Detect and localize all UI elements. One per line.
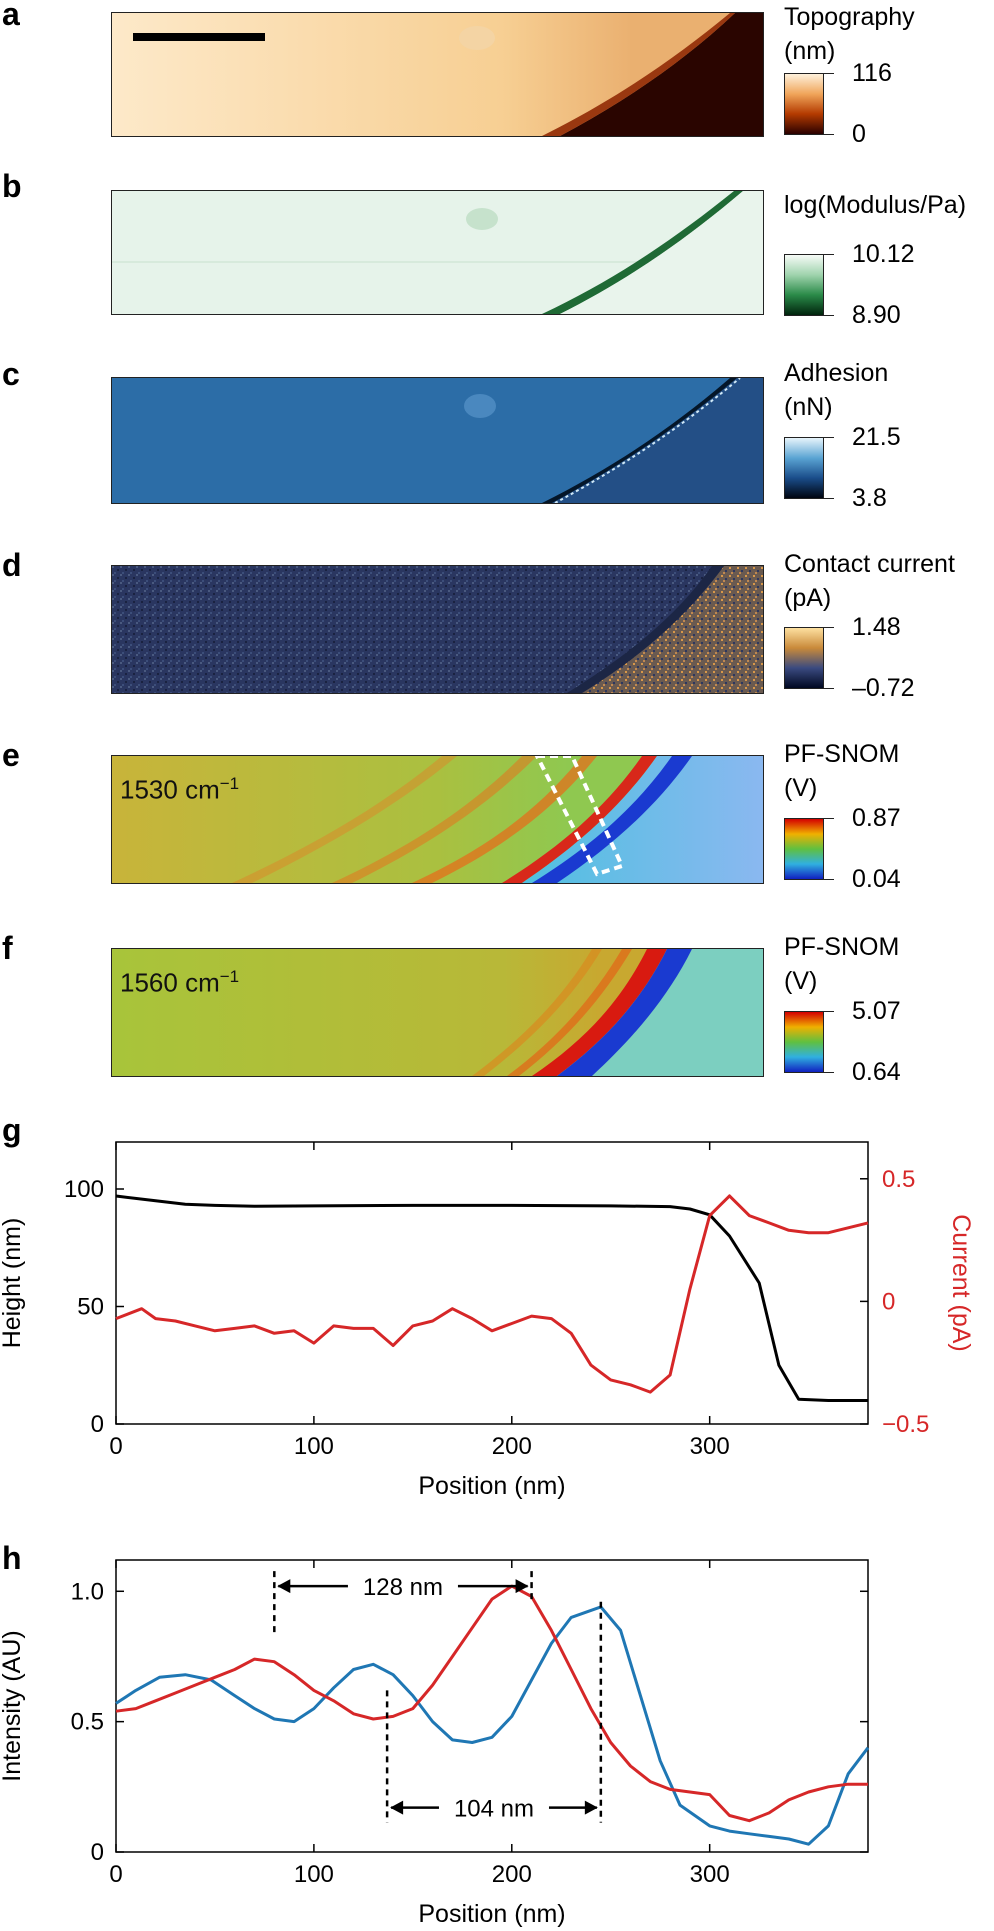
x-tick-label: 0	[109, 1433, 122, 1460]
y-tick-label: 100	[64, 1176, 104, 1203]
modulus-map	[111, 190, 764, 315]
topography-min: 0	[852, 120, 866, 148]
annotation-arrowhead-right	[584, 1800, 598, 1815]
current-max: 1.48	[852, 613, 901, 641]
y2-axis-label: Current (pA)	[947, 1214, 975, 1352]
y2-tick-label: −0.5	[882, 1411, 929, 1438]
series-line-height	[115, 1194, 868, 1402]
wavenumber-label-e: 1530 cm−1	[120, 774, 240, 805]
y-tick-label: 0	[91, 1839, 104, 1866]
tick-max-d	[822, 627, 834, 628]
adhesion-colorbar	[784, 437, 824, 499]
pfsnom-e-min: 0.04	[852, 865, 901, 893]
tick-min-a	[822, 134, 834, 135]
height-current-chart: 0 100 200 300 0 50 100 −0.5 0 0.5 Current (pA) Posi…	[0, 1141, 975, 1500]
pfsnom-e-colorbar	[784, 818, 824, 880]
pfsnom-f-min: 0.64	[852, 1058, 901, 1086]
topography-title-line1: Topography	[784, 3, 915, 31]
adhesion-map	[111, 377, 764, 504]
y-axis-label: Intensity (AU)	[0, 1630, 26, 1781]
y2-tick-label: 0.5	[882, 1166, 915, 1193]
panel-letter-e: e	[2, 737, 20, 773]
current-min: –0.72	[852, 674, 915, 702]
pfsnom-f-title-line2: (V)	[784, 967, 818, 995]
pfsnom-e-title-line2: (V)	[784, 774, 818, 802]
plot-frame	[115, 1559, 869, 1853]
adhesion-title-line2: (nN)	[784, 393, 833, 421]
pfsnom-e-title-line1: PF-SNOM	[784, 740, 900, 768]
current-title-line2: (pA)	[784, 584, 832, 612]
current-colorbar	[784, 627, 824, 689]
pfsnom-1530-map: 1530 cm−1	[111, 755, 764, 884]
y-tick-label: 50	[77, 1294, 104, 1321]
annotation-arrowhead-left	[277, 1579, 291, 1594]
annotation-label: 128 nm	[363, 1574, 443, 1601]
y-tick-label: 0.5	[71, 1709, 104, 1736]
y2-tick-label: 0	[882, 1288, 895, 1315]
y-axis-label: Height (nm)	[0, 1218, 26, 1349]
pfsnom-e-max: 0.87	[852, 804, 901, 832]
modulus-min: 8.90	[852, 301, 901, 329]
tick-max-e	[822, 818, 834, 819]
pfsnom-f-colorbar	[784, 1011, 824, 1073]
x-axis-label: Position (nm)	[418, 1472, 565, 1500]
scale-bar	[133, 33, 265, 41]
modulus-title: log(Modulus/Pa)	[784, 191, 967, 219]
adhesion-min: 3.8	[852, 484, 887, 512]
panel-letter-h: h	[2, 1540, 22, 1576]
topography-max: 116	[852, 59, 892, 87]
tick-max-f	[822, 1011, 834, 1012]
tick-min-b	[822, 315, 834, 316]
tick-min-f	[822, 1072, 834, 1073]
series-line-1530-cm-1	[115, 1605, 870, 1846]
wavenumber-label-f: 1560 cm−1	[120, 967, 240, 998]
x-tick-label: 100	[294, 1433, 334, 1460]
tick-min-d	[822, 688, 834, 689]
tick-min-c	[822, 498, 834, 499]
tick-max-b	[822, 254, 834, 255]
modulus-max: 10.12	[852, 240, 915, 268]
y-tick-label: 1.0	[71, 1578, 104, 1605]
series-line-1560-cm-1	[115, 1584, 868, 1823]
modulus-colorbar	[784, 254, 824, 316]
panel-letter-d: d	[2, 547, 22, 583]
current-map	[111, 565, 764, 694]
annotation-arrowhead-right	[515, 1579, 529, 1594]
x-tick-label: 300	[690, 1433, 730, 1460]
panel-letter-f: f	[2, 930, 13, 966]
x-tick-label: 300	[690, 1861, 730, 1888]
x-tick-label: 200	[492, 1433, 532, 1460]
panel-letter-c: c	[2, 356, 20, 392]
annotation-label: 104 nm	[454, 1796, 534, 1823]
panel-letter-a: a	[2, 0, 20, 32]
x-tick-label: 0	[109, 1861, 122, 1888]
plot-frame	[115, 1141, 869, 1425]
tick-min-e	[822, 879, 834, 880]
annotation-arrowhead-left	[390, 1800, 404, 1815]
x-tick-label: 100	[294, 1861, 334, 1888]
panel-letter-b: b	[2, 168, 22, 204]
tick-max-a	[822, 73, 834, 74]
adhesion-max: 21.5	[852, 423, 901, 451]
adhesion-title-line1: Adhesion	[784, 359, 889, 387]
pfsnom-f-max: 5.07	[852, 997, 901, 1025]
topography-title-line2: (nm)	[784, 37, 836, 65]
current-title-line1: Contact current	[784, 550, 955, 578]
panel-letter-g: g	[2, 1112, 22, 1148]
topography-colorbar	[784, 73, 824, 135]
y-tick-label: 0	[91, 1411, 104, 1438]
intensity-chart: 0 100 200 300 0 0.5 1.0 Position (nm) Intensity …	[0, 1559, 870, 1928]
topography-map	[111, 12, 764, 137]
x-tick-label: 200	[492, 1861, 532, 1888]
pfsnom-1560-map: 1560 cm−1	[111, 948, 764, 1077]
series-line-current	[115, 1194, 869, 1394]
tick-max-c	[822, 437, 834, 438]
pfsnom-f-title-line1: PF-SNOM	[784, 933, 900, 961]
x-axis-label: Position (nm)	[418, 1900, 565, 1928]
